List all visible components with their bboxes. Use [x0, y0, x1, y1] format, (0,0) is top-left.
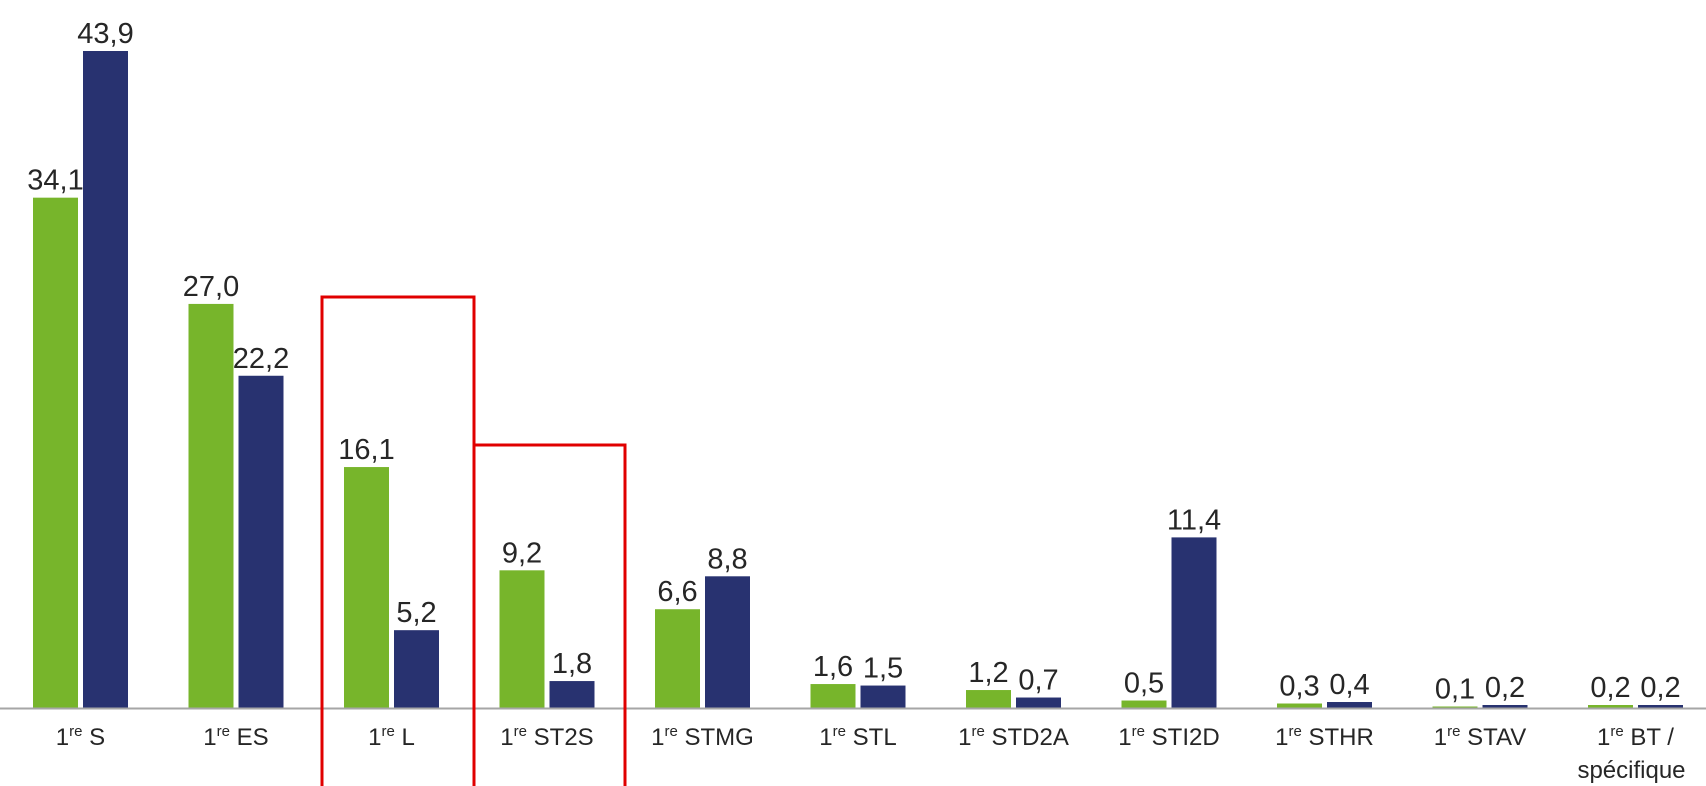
- bars-layer: [33, 51, 1683, 708]
- value-label-series-1-cat-6: 1,6: [813, 651, 853, 683]
- value-label-series-1-cat-2: 27,0: [183, 271, 239, 303]
- bar-series-2-cat-9: [1327, 702, 1372, 708]
- category-label-10: 1re STAV: [1434, 723, 1527, 751]
- value-label-series-2-cat-4: 1,8: [552, 648, 592, 680]
- value-label-series-1-cat-7: 1,2: [968, 657, 1008, 689]
- value-labels-layer: 34,1 27,0 16,1 9,2 6,6 1,6 1,2 0,5 0,3 0,1 0,2 43,9…: [27, 18, 1680, 706]
- value-label-series-1-cat-8: 0,5: [1124, 668, 1164, 700]
- category-label-2: 1re ES: [203, 723, 268, 751]
- bar-series-2-cat-6: [860, 685, 906, 708]
- highlight-boxes-layer: [320, 295, 627, 786]
- bar-series-1-cat-9: [1277, 703, 1322, 708]
- bar-series-2-cat-2: [238, 375, 284, 708]
- category-label-4: 1re ST2S: [500, 723, 593, 751]
- category-label-5: 1re STMG: [651, 723, 754, 751]
- category-label-6: 1re STL: [819, 723, 896, 751]
- value-label-series-2-cat-11: 0,2: [1640, 672, 1680, 704]
- bar-series-2-cat-5: [705, 576, 750, 708]
- bar-series-2-cat-4: [549, 681, 595, 708]
- value-label-series-2-cat-10: 0,2: [1485, 672, 1525, 704]
- bar-series-2-cat-3: [394, 630, 439, 708]
- bar-series-1-cat-6: [810, 684, 856, 708]
- value-label-series-2-cat-2: 22,2: [233, 343, 289, 375]
- bar-series-2-cat-7: [1016, 697, 1061, 708]
- bar-series-1-cat-8: [1121, 700, 1167, 708]
- value-label-series-1-cat-9: 0,3: [1279, 671, 1319, 703]
- category-label-11-line-2: spécifique: [1577, 757, 1685, 784]
- value-label-series-1-cat-10: 0,1: [1435, 674, 1475, 706]
- bar-series-2-cat-8: [1171, 537, 1217, 708]
- category-label-3: 1re L: [368, 723, 415, 751]
- value-label-series-2-cat-8: 11,4: [1167, 504, 1221, 536]
- bar-series-1-cat-11: [1588, 705, 1633, 708]
- bar-series-1-cat-10: [1432, 706, 1478, 708]
- value-label-series-1-cat-11: 0,2: [1590, 672, 1630, 704]
- category-label-7: 1re STD2A: [958, 723, 1069, 751]
- value-label-series-1-cat-3: 16,1: [338, 434, 394, 466]
- bar-series-1-cat-1: [33, 197, 78, 708]
- value-label-series-2-cat-5: 8,8: [707, 543, 747, 575]
- category-label-1: 1re S: [56, 723, 105, 751]
- value-label-series-2-cat-9: 0,4: [1329, 669, 1369, 701]
- category-label-11: 1re BT /: [1597, 723, 1674, 751]
- highlight-box-2: [472, 443, 627, 786]
- value-label-series-1-cat-4: 9,2: [502, 537, 542, 569]
- value-label-series-1-cat-1: 34,1: [27, 165, 83, 197]
- category-labels-layer: 1re S 1re ES 1re L 1re ST2S 1re STMG 1re STL 1…: [56, 723, 1686, 784]
- value-label-series-2-cat-3: 5,2: [396, 597, 436, 629]
- bar-series-1-cat-5: [655, 609, 700, 708]
- bar-series-1-cat-7: [966, 690, 1011, 708]
- category-label-9: 1re STHR: [1275, 723, 1374, 751]
- value-label-series-2-cat-1: 43,9: [77, 18, 133, 50]
- bar-series-1-cat-3: [344, 467, 389, 708]
- bar-series-2-cat-1: [83, 51, 128, 708]
- bar-series-2-cat-10: [1482, 705, 1528, 708]
- value-label-series-2-cat-7: 0,7: [1018, 665, 1058, 697]
- bar-series-1-cat-2: [188, 303, 234, 708]
- bar-series-2-cat-11: [1638, 705, 1683, 708]
- category-label-8: 1re STI2D: [1118, 723, 1219, 751]
- value-label-series-1-cat-5: 6,6: [657, 576, 697, 608]
- value-label-series-2-cat-6: 1,5: [863, 653, 903, 685]
- bar-series-1-cat-4: [499, 570, 545, 708]
